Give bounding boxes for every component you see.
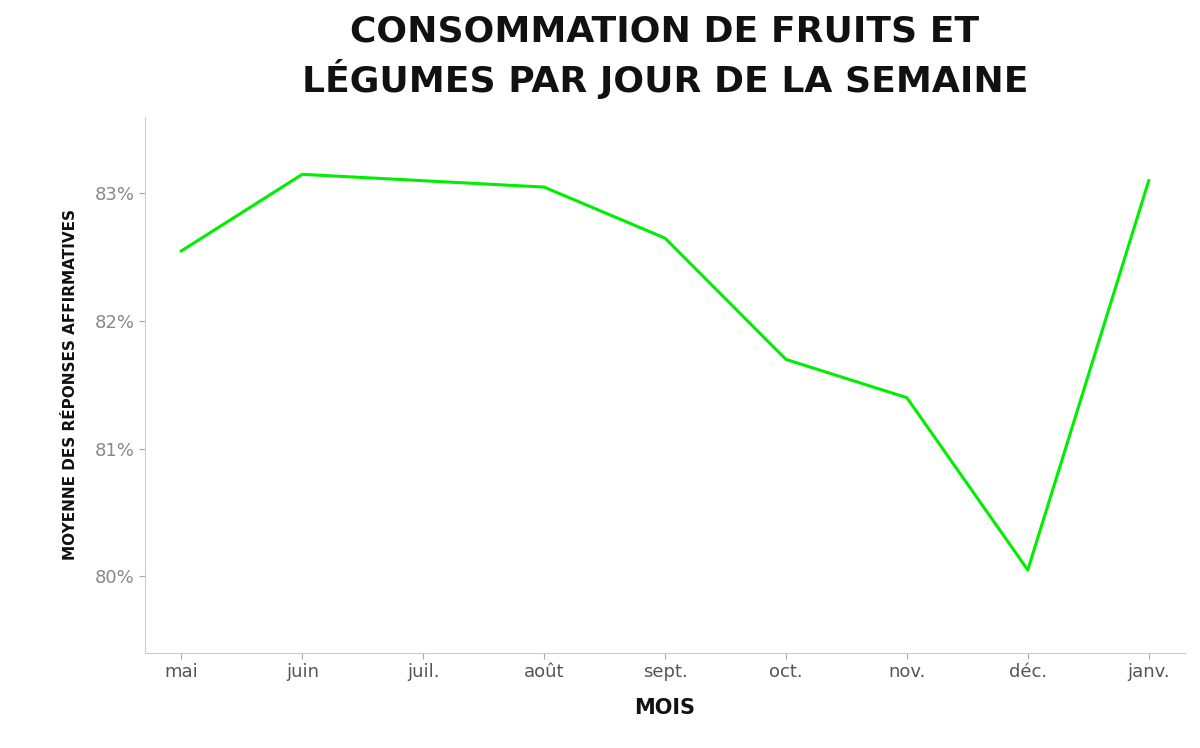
Y-axis label: MOYENNE DES RÉPONSES AFFIRMATIVES: MOYENNE DES RÉPONSES AFFIRMATIVES [64, 209, 78, 560]
X-axis label: MOIS: MOIS [635, 698, 696, 718]
Title: CONSOMMATION DE FRUITS ET
LÉGUMES PAR JOUR DE LA SEMAINE: CONSOMMATION DE FRUITS ET LÉGUMES PAR JO… [301, 15, 1028, 99]
